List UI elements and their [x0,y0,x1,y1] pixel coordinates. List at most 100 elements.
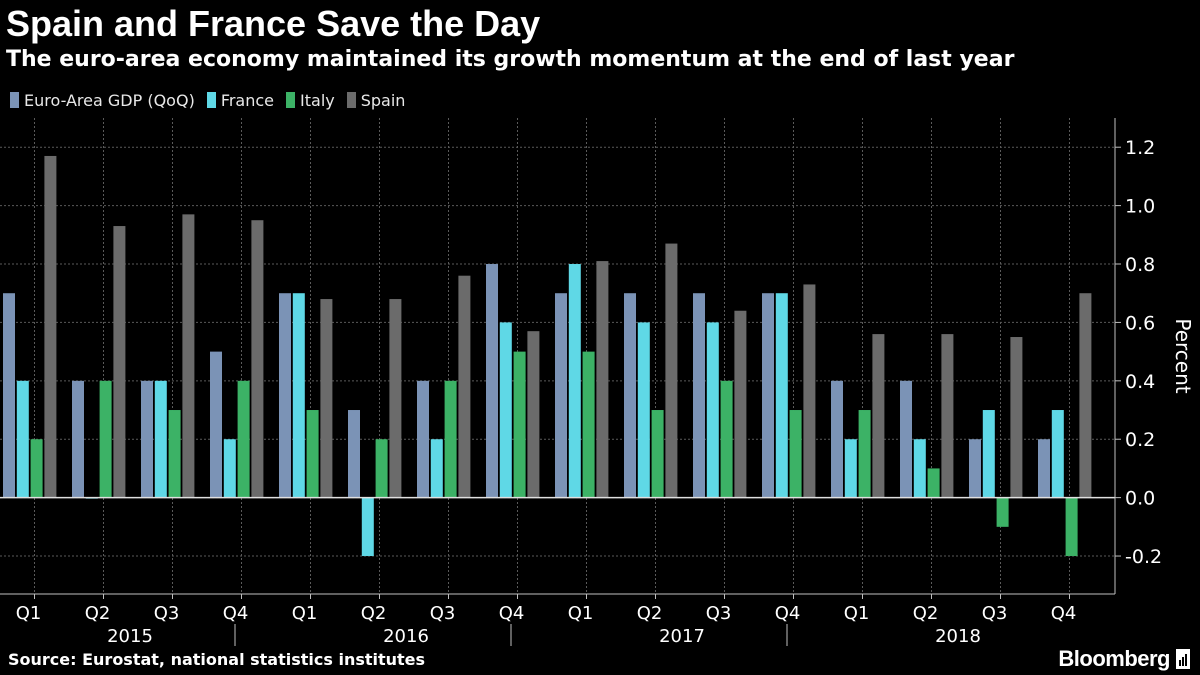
x-tick-label: Q1 [844,603,870,624]
x-tick-label: Q4 [1051,603,1077,624]
bar-spain [665,243,678,498]
bar-euro-area-gdp-qoq [72,380,84,498]
bar-france [568,264,581,498]
bar-italy [651,410,664,498]
bar-france [430,439,443,498]
bar-spain [872,334,885,498]
bar-italy [444,380,457,498]
bar-spain [320,299,333,498]
legend-item-france: France [206,90,275,110]
bars [3,155,1092,557]
chart-subtitle: The euro-area economy maintained its gro… [6,47,1015,72]
bar-spain [389,299,402,498]
bar-france [499,322,512,498]
bar-italy [306,410,319,498]
bar-euro-area-gdp-qoq [831,380,843,498]
bar-france [775,293,788,498]
bar-spain [734,310,747,498]
legend-label: France [220,90,275,110]
bar-euro-area-gdp-qoq [693,293,705,498]
bar-euro-area-gdp-qoq [486,264,498,498]
x-tick-label: Q4 [223,603,249,624]
terminal-icon [1176,649,1190,669]
bar-france [361,497,374,557]
bar-france [913,439,926,498]
bar-euro-area-gdp-qoq [279,293,291,498]
bar-spain [113,226,126,498]
legend-label: Italy [300,90,335,110]
x-tick-label: Q3 [154,603,180,624]
year-label: 2017 [659,626,705,647]
year-label: 2015 [107,626,153,647]
legend-swatch [10,92,19,108]
bar-france [16,380,29,498]
bar-italy [168,410,181,498]
bar-euro-area-gdp-qoq [348,410,360,498]
y-tick-label: -0.2 [1125,546,1162,568]
y-tick-label: 1.0 [1125,196,1155,218]
bar-spain [596,261,609,498]
bar-france [1051,410,1064,498]
y-tick-label: 0.0 [1125,488,1155,510]
legend-item-italy: Italy [286,91,335,110]
bar-italy [789,410,802,498]
legend: Euro-Area GDP (QoQ) France Italy Spain [10,88,417,112]
legend-item-euro-area: Euro-Area GDP (QoQ) [10,91,195,110]
source-note: Source: Eurostat, national statistics in… [8,650,426,669]
y-tick-label: 1.2 [1125,137,1155,159]
legend-swatch [346,92,356,108]
bar-france [154,380,167,498]
x-tick-label: Q1 [568,603,594,624]
legend-label: Spain [360,90,406,110]
bar-italy [99,380,112,498]
bar-euro-area-gdp-qoq [624,293,636,498]
bar-euro-area-gdp-qoq [762,293,774,498]
bar-spain [803,284,816,498]
bar-euro-area-gdp-qoq [900,380,912,498]
bar-france [292,293,305,498]
bar-spain [251,220,264,498]
bar-italy [996,497,1009,527]
bar-spain [458,275,471,498]
bar-italy [237,380,250,498]
bar-euro-area-gdp-qoq [3,293,15,498]
y-tick-label: 0.4 [1125,371,1155,393]
x-tick-label: Q2 [913,603,939,624]
bar-italy [1065,497,1078,557]
bar-spain [1079,293,1092,498]
bar-euro-area-gdp-qoq [210,351,222,498]
x-tick-label: Q3 [706,603,732,624]
year-label: 2016 [383,626,429,647]
legend-label: Euro-Area GDP (QoQ) [24,90,195,110]
bar-france [637,322,650,498]
bar-italy [720,380,733,498]
axes: -0.2 0.0 0.2 0.4 0.6 0.8 1.0 1.2 Q1 Q2 Q3 Q4 Q1 Q2 Q3 Q… [0,118,1162,647]
bar-euro-area-gdp-qoq [1038,439,1050,498]
x-tick-label: Q2 [85,603,111,624]
bar-spain [941,334,954,498]
brand-name: Bloomberg [1058,646,1170,671]
legend-swatch [286,92,296,108]
bar-italy [375,439,388,498]
bar-france [844,439,857,498]
bar-italy [30,439,43,498]
y-tick-label: 0.6 [1125,312,1155,334]
y-axis-label: Percent [1171,318,1195,393]
bar-italy [513,351,526,498]
x-tick-label: Q4 [499,603,525,624]
x-tick-label: Q2 [361,603,387,624]
x-tick-label: Q4 [775,603,801,624]
x-tick-label: Q2 [637,603,663,624]
bar-euro-area-gdp-qoq [969,439,981,498]
legend-item-spain: Spain [346,90,406,110]
chart-title: Spain and France Save the Day [6,3,541,44]
bar-euro-area-gdp-qoq [141,380,153,498]
y-tick-label: 0.2 [1125,429,1155,451]
x-tick-label: Q1 [16,603,42,624]
bar-italy [927,468,940,498]
y-tick-label: 0.8 [1125,254,1155,276]
x-tick-label: Q3 [430,603,456,624]
bar-italy [858,410,871,498]
bar-italy [582,351,595,498]
